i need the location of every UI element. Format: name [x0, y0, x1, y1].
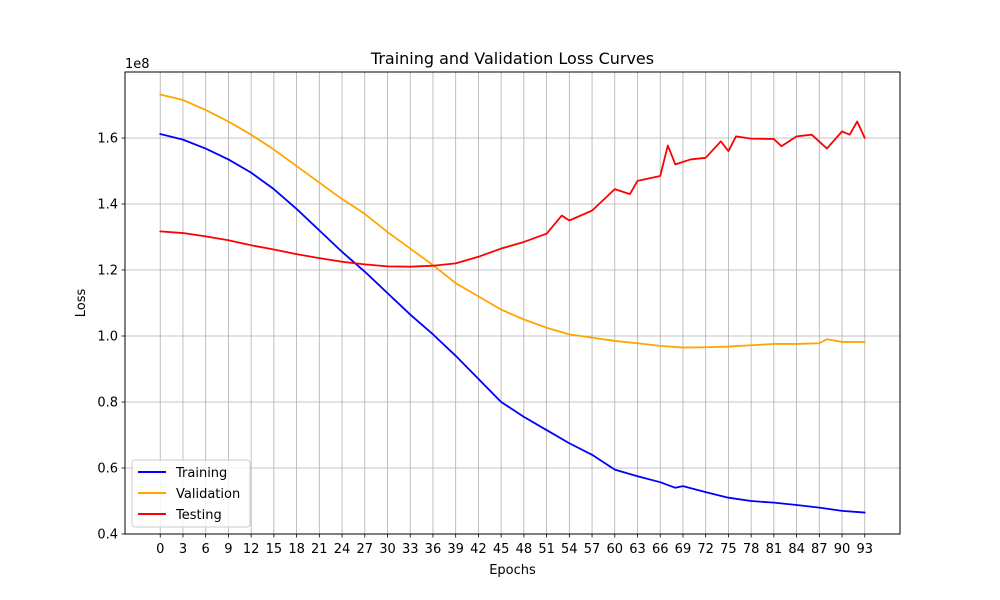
- x-tick-label: 51: [538, 542, 555, 557]
- legend-box: [131, 459, 251, 528]
- x-axis: 0 3 6 9 12 15 18 21 24 27 30 33 36 39 42 45 48 51 54 57 60 63…: [156, 534, 873, 557]
- x-tick-label: 75: [720, 542, 737, 557]
- series-line-training: [159, 133, 866, 514]
- y-tick-label: 0.4: [97, 528, 118, 543]
- x-tick-label: 18: [288, 542, 305, 557]
- x-tick-label: 9: [224, 542, 232, 557]
- legend: Training Validation Testing: [131, 459, 251, 528]
- x-axis-label: Epochs: [489, 563, 536, 578]
- x-tick-label: 66: [652, 542, 669, 557]
- plot-frame: [124, 71, 901, 535]
- y-tick-label: 1.2: [97, 264, 118, 279]
- x-tick-label: 42: [470, 542, 487, 557]
- x-tick-label: 6: [202, 542, 210, 557]
- y-tick-label: 0.6: [97, 462, 118, 477]
- series-line-validation: [159, 93, 866, 349]
- x-tick-label: 60: [606, 542, 623, 557]
- series-line-testing: [159, 120, 866, 268]
- x-tick-label: 15: [266, 542, 283, 557]
- x-tick-label: 78: [743, 542, 760, 557]
- x-tick-label: 93: [856, 542, 873, 557]
- legend-label-testing: Testing: [175, 508, 222, 523]
- x-tick-label: 12: [243, 542, 260, 557]
- chart-title: Training and Validation Loss Curves: [370, 49, 654, 68]
- x-tick-label: 33: [402, 542, 419, 557]
- legend-label-training: Training: [175, 466, 227, 481]
- x-tick-label: 48: [516, 542, 533, 557]
- y-tick-label: 1.4: [97, 198, 118, 213]
- x-tick-label: 54: [561, 542, 578, 557]
- x-tick-label: 36: [425, 542, 442, 557]
- x-tick-label: 81: [766, 542, 783, 557]
- x-tick-label: 63: [629, 542, 646, 557]
- y-tick-label: 0.8: [97, 396, 118, 411]
- y-tick-label: 1.6: [97, 132, 118, 147]
- x-tick-label: 84: [788, 542, 805, 557]
- x-tick-label: 87: [811, 542, 828, 557]
- x-tick-label: 0: [156, 542, 164, 557]
- x-tick-label: 90: [834, 542, 851, 557]
- y-offset-label: 1e8: [125, 57, 150, 72]
- x-tick-label: 69: [675, 542, 692, 557]
- x-tick-label: 72: [697, 542, 714, 557]
- y-axis-label: Loss: [74, 289, 89, 318]
- x-tick-label: 39: [447, 542, 464, 557]
- x-tick-label: 3: [179, 542, 187, 557]
- x-tick-label: 30: [379, 542, 396, 557]
- series-lines: [159, 93, 866, 514]
- legend-label-validation: Validation: [176, 487, 240, 502]
- x-tick-label: 21: [311, 542, 328, 557]
- x-tick-label: 24: [334, 542, 351, 557]
- x-tick-label: 57: [584, 542, 601, 557]
- y-axis: 0.4 0.6 0.8 1.0 1.2 1.4 1.6: [97, 132, 125, 543]
- y-tick-label: 1.0: [97, 330, 118, 345]
- x-tick-label: 45: [493, 542, 510, 557]
- x-tick-label: 27: [356, 542, 373, 557]
